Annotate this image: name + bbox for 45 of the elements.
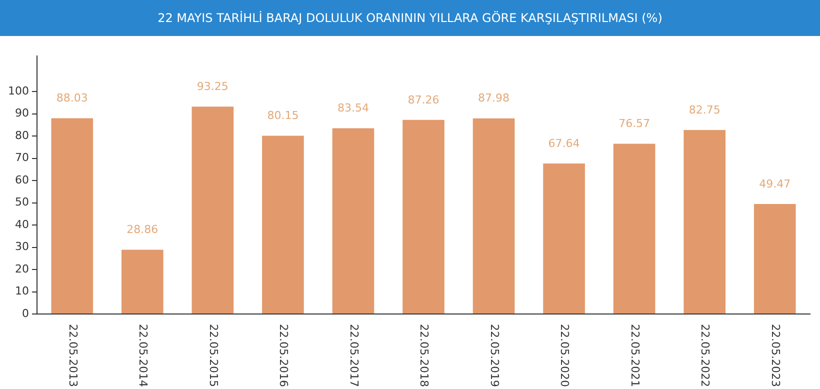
bar — [122, 250, 164, 314]
x-tick-label: 22.05.2017 — [347, 324, 360, 387]
y-tick-label: 40 — [14, 218, 29, 231]
bar — [262, 136, 304, 314]
x-tick-label: 22.05.2023 — [769, 324, 782, 387]
y-tick-label: 80 — [14, 128, 29, 142]
data-label: 83.54 — [337, 102, 369, 115]
bar — [684, 130, 726, 314]
data-label: 87.26 — [408, 93, 440, 106]
y-tick-label: 10 — [14, 284, 29, 298]
bar — [543, 164, 585, 314]
x-tick-label: 22.05.2014 — [136, 324, 150, 387]
y-tick-label: 70 — [14, 151, 29, 164]
bar — [192, 106, 234, 314]
x-tick-label: 22.05.2022 — [698, 324, 712, 387]
data-label: 88.03 — [56, 92, 88, 105]
x-tick-label: 22.05.2015 — [206, 324, 220, 387]
y-tick-label: 0 — [22, 306, 29, 320]
y-tick-label: 20 — [14, 262, 29, 276]
bar — [332, 128, 374, 314]
bar — [472, 118, 515, 314]
chart-title: 22 MAYIS TARİHLİ BARAJ DOLULUK ORANININ YILLARA GÖRE KARŞILAŞTIRILMASI (%) — [0, 0, 820, 36]
x-tick-label: 22.05.2013 — [66, 324, 80, 387]
data-label: 49.47 — [759, 177, 791, 190]
y-tick-label: 50 — [14, 196, 29, 209]
y-tick-label: 60 — [14, 173, 29, 186]
bar — [754, 204, 796, 314]
data-label: 67.64 — [548, 136, 580, 150]
data-label: 93.25 — [196, 80, 228, 93]
data-label: 76.57 — [618, 117, 650, 130]
data-label: 80.15 — [267, 109, 299, 122]
bar — [51, 118, 94, 314]
data-label: 82.75 — [688, 103, 720, 116]
x-tick-label: 22.05.2016 — [277, 324, 290, 387]
bar — [402, 120, 444, 314]
data-label: 28.86 — [126, 223, 158, 236]
x-tick-label: 22.05.2019 — [488, 324, 501, 387]
y-tick-label: 90 — [14, 106, 29, 120]
data-label: 87.98 — [478, 92, 510, 105]
x-tick-label: 22.05.2018 — [418, 324, 431, 387]
bar — [613, 144, 656, 314]
y-tick-label: 30 — [14, 240, 29, 254]
y-tick-label: 100 — [8, 84, 29, 98]
x-tick-label: 22.05.2020 — [558, 324, 572, 387]
x-tick-label: 22.05.2021 — [628, 324, 642, 387]
